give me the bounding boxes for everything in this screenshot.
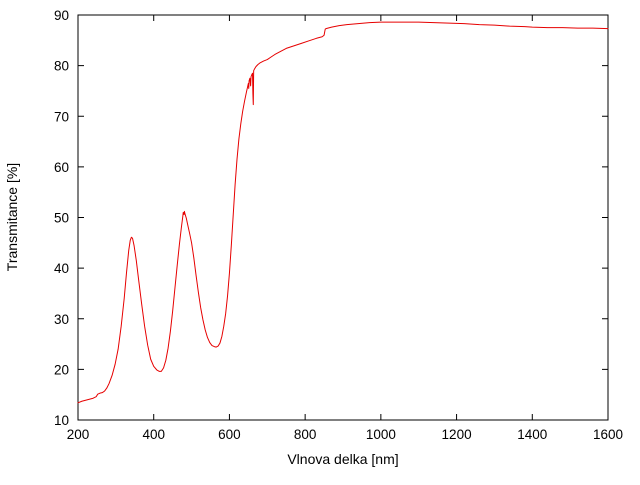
y-tick-label: 10 [54,413,69,428]
y-tick-label: 90 [54,8,69,23]
x-axis-label: Vlnova delka [nm] [287,451,398,467]
x-tick-label: 1000 [366,427,396,442]
y-tick-label: 70 [54,109,69,124]
plot-line [77,21,609,404]
y-tick-label: 50 [54,211,69,226]
x-tick-label: 800 [294,427,317,442]
x-tick-label: 1600 [593,427,623,442]
x-tick-label: 1400 [517,427,547,442]
plot-border [77,14,609,421]
x-tick-label: 1200 [442,427,472,442]
y-tick-label: 30 [54,312,69,327]
x-tick-label: 400 [142,427,165,442]
y-axis-label: Transmitance [%] [4,163,20,271]
y-tick-label: 40 [54,261,69,276]
y-tick-label: 20 [54,362,69,377]
y-tick-label: 60 [54,160,69,175]
x-tick-label: 200 [67,427,90,442]
x-tick-label: 600 [218,427,241,442]
y-tick-label: 80 [54,59,69,74]
